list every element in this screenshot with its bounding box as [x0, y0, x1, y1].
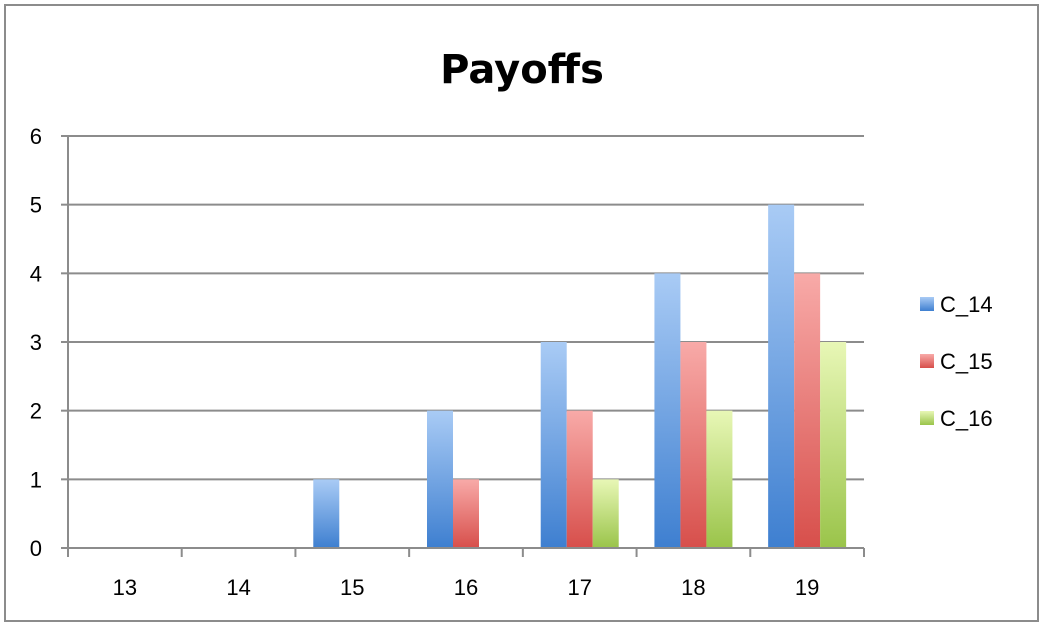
x-tick-label: 19 — [795, 575, 819, 600]
legend-label-C_16: C_16 — [940, 406, 993, 431]
x-tick-label: 14 — [226, 575, 250, 600]
legend-swatch-C_16 — [920, 411, 934, 425]
bar-C_14-17 — [540, 342, 567, 548]
x-tick-label: 18 — [681, 575, 705, 600]
chart-title: Payoffs — [440, 47, 604, 93]
bar-C_14-19 — [768, 204, 795, 548]
bar-C_14-18 — [654, 273, 681, 548]
x-tick-label: 13 — [113, 575, 137, 600]
y-tick-label: 3 — [30, 330, 42, 355]
y-tick-label: 0 — [30, 536, 42, 561]
legend: C_14 C_15 C_16 — [920, 292, 993, 431]
bar-C_16-19 — [820, 342, 847, 548]
bar-C_15-18 — [680, 342, 707, 548]
y-axis-ticks: 0 1 2 3 4 5 6 — [30, 124, 68, 561]
legend-label-C_14: C_14 — [940, 292, 993, 317]
legend-label-C_15: C_15 — [940, 349, 993, 374]
bar-C_14-16 — [427, 410, 453, 548]
bar-C_15-19 — [794, 273, 821, 548]
bar-C_14-15 — [313, 479, 340, 548]
y-tick-label: 2 — [30, 399, 42, 424]
y-tick-label: 4 — [30, 261, 42, 286]
chart-frame — [4, 4, 1039, 622]
x-tick-label: 15 — [340, 575, 364, 600]
bar-C_16-18 — [706, 410, 733, 548]
bar-C_15-17 — [566, 410, 593, 548]
y-tick-label: 5 — [30, 193, 42, 218]
legend-swatch-C_14 — [920, 297, 934, 311]
legend-swatch-C_15 — [920, 354, 934, 368]
x-tick-label: 16 — [454, 575, 478, 600]
x-axis-ticks: 13 14 15 16 17 18 19 — [67, 548, 865, 600]
bar-C_15-16 — [453, 479, 479, 548]
x-tick-label: 17 — [567, 575, 591, 600]
bar-C_16-17 — [592, 479, 619, 548]
gridlines — [68, 135, 864, 481]
y-tick-label: 1 — [30, 467, 42, 492]
y-tick-label: 6 — [30, 124, 42, 149]
bars — [313, 204, 847, 548]
